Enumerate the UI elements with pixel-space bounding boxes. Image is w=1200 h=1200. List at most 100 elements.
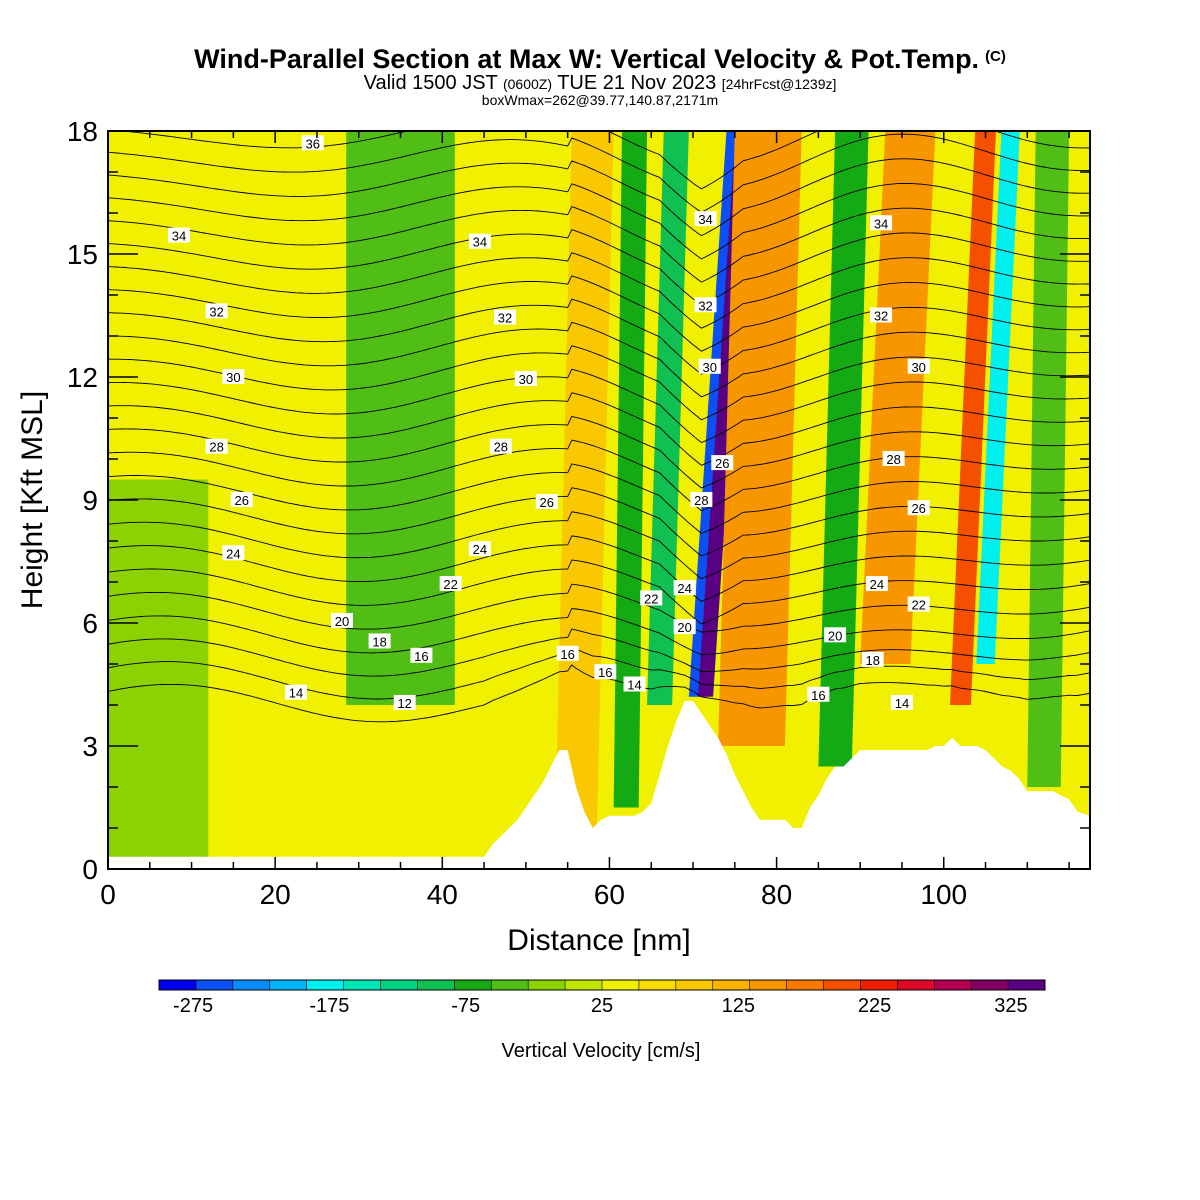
x-tick-label: 40 <box>427 879 458 910</box>
colorbar-swatch <box>491 980 529 990</box>
contour-label-text: 28 <box>694 493 708 508</box>
velocity-band-4 <box>647 131 689 705</box>
contour-label-text: 26 <box>540 495 554 510</box>
contour-label-text: 22 <box>443 577 457 592</box>
contour-label-0: 36 <box>301 135 324 151</box>
colorbar-swatch <box>638 980 677 990</box>
colorbar-swatch <box>454 980 492 990</box>
contour-label-32: 30 <box>907 358 930 375</box>
theta-contour-32 <box>108 206 1090 283</box>
contour-label-text: 28 <box>886 452 900 467</box>
contour-label-39: 16 <box>807 686 830 703</box>
theta-contour-22 <box>108 439 1090 512</box>
theta-contour-28 <box>108 298 1090 375</box>
colorbar-swatch <box>306 980 345 990</box>
contour-label-text: 20 <box>677 620 691 635</box>
colorbar-tick-label: 125 <box>722 995 755 1017</box>
copyright-mark: (C) <box>985 48 1006 65</box>
y-tick-label: 9 <box>82 485 98 516</box>
contour-label-33: 28 <box>882 451 905 467</box>
contour-label-23: 24 <box>673 580 696 596</box>
contour-label-14: 20 <box>331 612 354 629</box>
theta-contour-25 <box>108 368 1090 444</box>
theta-contour-29 <box>108 275 1090 352</box>
contour-label-12: 24 <box>468 541 491 557</box>
y-tick-label: 12 <box>67 362 98 393</box>
colorbar-swatch <box>675 980 714 990</box>
y-axis-label: Height [Kft MSL] <box>16 391 49 609</box>
contour-label-text: 34 <box>874 216 888 231</box>
contour-label-11: 24 <box>222 545 245 561</box>
theta-contour-26 <box>108 345 1090 421</box>
x-tick-label: 20 <box>260 879 291 910</box>
contour-label-text: 26 <box>911 501 925 516</box>
theta-contour-21 <box>108 463 1090 534</box>
theta-contours <box>108 131 1090 723</box>
contour-label-8: 28 <box>489 438 512 455</box>
colorbar-swatch <box>343 980 381 990</box>
contour-label-text: 32 <box>698 298 712 313</box>
contour-label-19: 16 <box>556 645 579 662</box>
colorbar-label: Vertical Velocity [cm/s] <box>502 1040 701 1062</box>
contour-label-text: 16 <box>811 688 825 703</box>
colorbar-swatch <box>823 980 861 990</box>
contour-labels: 36 34 34 32 32 30 30 28 28 26 26 24 24 22 20 18 16 14 12 16… <box>168 135 930 711</box>
y-tick-label: 6 <box>82 608 98 639</box>
contour-label-text: 12 <box>397 696 411 711</box>
contour-label-text: 24 <box>473 542 487 557</box>
contour-label-25: 34 <box>694 211 717 227</box>
y-tick-label: 18 <box>67 116 98 147</box>
colorbar-tick-label: 225 <box>858 995 891 1017</box>
contour-label-text: 20 <box>335 614 349 629</box>
contour-label-text: 30 <box>911 360 925 375</box>
theta-contour-17 <box>108 559 1090 625</box>
contour-label-2: 34 <box>468 233 491 250</box>
contour-label-text: 16 <box>598 665 612 680</box>
contour-label-text: 34 <box>698 212 712 227</box>
contour-label-9: 26 <box>230 492 253 508</box>
box-info: boxWmax=262@39.77,140.87,2171m <box>481 92 719 108</box>
contour-label-text: 36 <box>306 136 320 151</box>
colorbar-swatch <box>195 980 234 990</box>
contour-label-text: 14 <box>289 686 303 701</box>
colorbar-swatch <box>602 980 640 990</box>
x-tick-label: 80 <box>761 879 792 910</box>
colorbar-swatch <box>712 980 751 990</box>
valid-utc: (0600Z) <box>502 76 553 92</box>
contour-label-7: 28 <box>205 438 228 455</box>
contour-label-22: 22 <box>640 590 663 606</box>
colorbar-tick-label: -175 <box>309 995 349 1017</box>
colorbar-tick-label: -75 <box>451 995 480 1017</box>
contour-label-36: 22 <box>907 596 930 613</box>
x-tick-label: 60 <box>594 879 625 910</box>
theta-contour-31 <box>108 229 1090 306</box>
contour-label-24: 20 <box>673 619 696 635</box>
velocity-band-12 <box>1027 131 1070 787</box>
theta-contour-24 <box>108 392 1090 466</box>
chart-title-text: Wind-Parallel Section at Max W: Vertical… <box>194 44 980 74</box>
theta-contour-33 <box>108 182 1090 260</box>
y-tick-label: 3 <box>82 731 98 762</box>
colorbar-swatch <box>971 980 1009 990</box>
colorbar-swatch <box>934 980 972 990</box>
colorbar-swatch <box>897 980 935 990</box>
contour-label-text: 34 <box>473 235 487 250</box>
contour-label-text: 18 <box>372 634 386 649</box>
contour-label-text: 30 <box>519 372 533 387</box>
colorbar-swatch <box>1008 980 1046 990</box>
colorbar-swatch <box>232 980 271 990</box>
contour-label-17: 14 <box>285 684 308 701</box>
velocity-band-7 <box>718 131 802 746</box>
colorbar-swatch <box>860 980 898 990</box>
contour-label-29: 28 <box>690 492 713 508</box>
contour-label-text: 30 <box>703 360 717 375</box>
colorbar-tick-label: 25 <box>591 995 613 1017</box>
contour-label-text: 20 <box>828 628 842 643</box>
x-axis-label: Distance [nm] <box>507 924 690 957</box>
theta-contour-18 <box>108 535 1090 602</box>
contour-label-text: 32 <box>874 309 888 324</box>
contour-label-text: 14 <box>895 696 909 711</box>
contour-label-text: 24 <box>677 581 691 596</box>
theta-contour-34 <box>108 158 1090 237</box>
